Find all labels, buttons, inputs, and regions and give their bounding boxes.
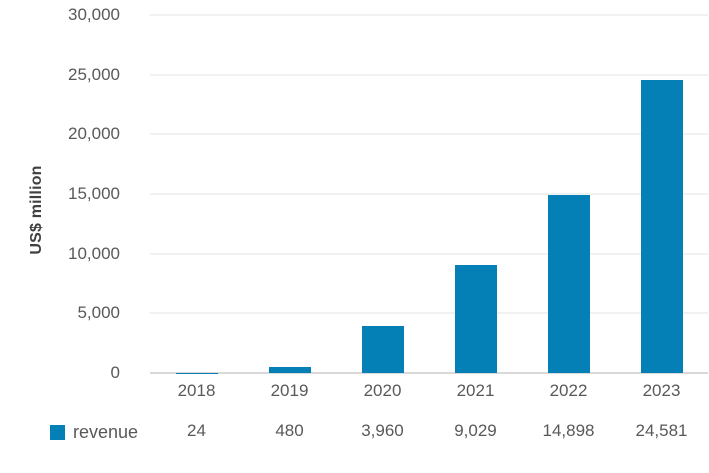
y-tick-label: 15,000: [68, 184, 120, 203]
data-table-values-row: 24 480 3,960 9,029 14,898 24,581: [150, 421, 708, 443]
bar-2021: [454, 265, 497, 373]
revenue-value-cell: 24: [187, 421, 206, 440]
revenue-value-cell: 14,898: [542, 421, 595, 440]
x-tick-label: 2018: [177, 381, 216, 400]
gridline: [150, 73, 708, 76]
x-axis-line: [150, 372, 708, 374]
gridline: [150, 193, 708, 195]
x-tick-label: 2019: [270, 381, 309, 400]
x-tick-label: 2023: [642, 381, 681, 400]
gridline: [150, 133, 708, 136]
revenue-value-cell: 480: [275, 421, 304, 440]
revenue-value-cell: 24,581: [635, 421, 688, 440]
bar-2023: [640, 79, 683, 373]
plot-area: [150, 14, 708, 374]
gridline: [150, 312, 708, 315]
legend-label: revenue: [73, 422, 139, 442]
y-tick-label: 10,000: [68, 243, 120, 263]
x-axis-tick-labels: 2018 2019 2020 2021 2022 2023: [150, 381, 708, 403]
y-tick-label: 30,000: [68, 5, 120, 24]
y-tick-label: 0: [110, 363, 120, 382]
x-tick-label: 2020: [363, 381, 402, 400]
revenue-value-cell: 9,029: [454, 421, 497, 440]
bar-2022: [547, 195, 590, 373]
x-tick-label: 2021: [456, 381, 495, 400]
bar-2020: [361, 325, 404, 373]
revenue-value-cell: 3,960: [361, 421, 404, 440]
y-tick-label: 25,000: [68, 64, 120, 84]
y-tick-label: 5,000: [77, 303, 120, 323]
y-axis-tick-labels: 0 5,000 10,000 15,000 20,000 25,000 30,000: [0, 5, 120, 382]
bar-2019: [268, 367, 311, 373]
legend: revenue: [50, 422, 138, 443]
y-tick-label: 20,000: [68, 124, 120, 144]
x-tick-label: 2022: [549, 381, 588, 400]
gridline: [150, 14, 708, 16]
gridline: [150, 252, 708, 255]
revenue-legend-swatch-icon: [50, 425, 65, 440]
